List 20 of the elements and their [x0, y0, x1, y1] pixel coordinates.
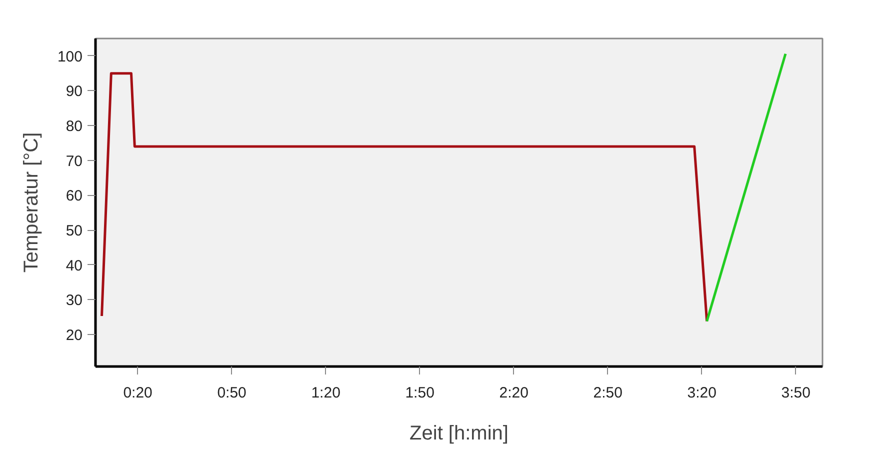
y-tick-label: 30 [66, 292, 83, 310]
y-tick-label: 90 [66, 83, 83, 100]
x-tick-label: 3:50 [781, 384, 810, 402]
x-tick-label: 2:20 [499, 384, 528, 402]
x-tick-label: 0:50 [217, 384, 246, 402]
x-axis-title: Zeit [h:min] [410, 422, 508, 444]
x-tick-label: 1:50 [405, 384, 434, 402]
x-tick-label: 0:20 [123, 384, 152, 402]
y-tick-label: 50 [66, 222, 83, 240]
y-axis-title: Temperatur [°C] [20, 132, 42, 273]
x-tick-label: 1:20 [311, 384, 340, 402]
y-tick-label: 40 [66, 257, 83, 274]
line-series [100, 72, 708, 322]
y-tick-label: 70 [66, 152, 83, 170]
y-tick-label: 60 [66, 188, 83, 205]
y-tick-label: 100 [57, 48, 83, 66]
y-tick-label: 80 [66, 118, 83, 136]
x-tick-label: 2:50 [593, 384, 622, 402]
y-tick-label: 20 [66, 326, 83, 344]
x-tick-label: 3:20 [687, 384, 716, 402]
